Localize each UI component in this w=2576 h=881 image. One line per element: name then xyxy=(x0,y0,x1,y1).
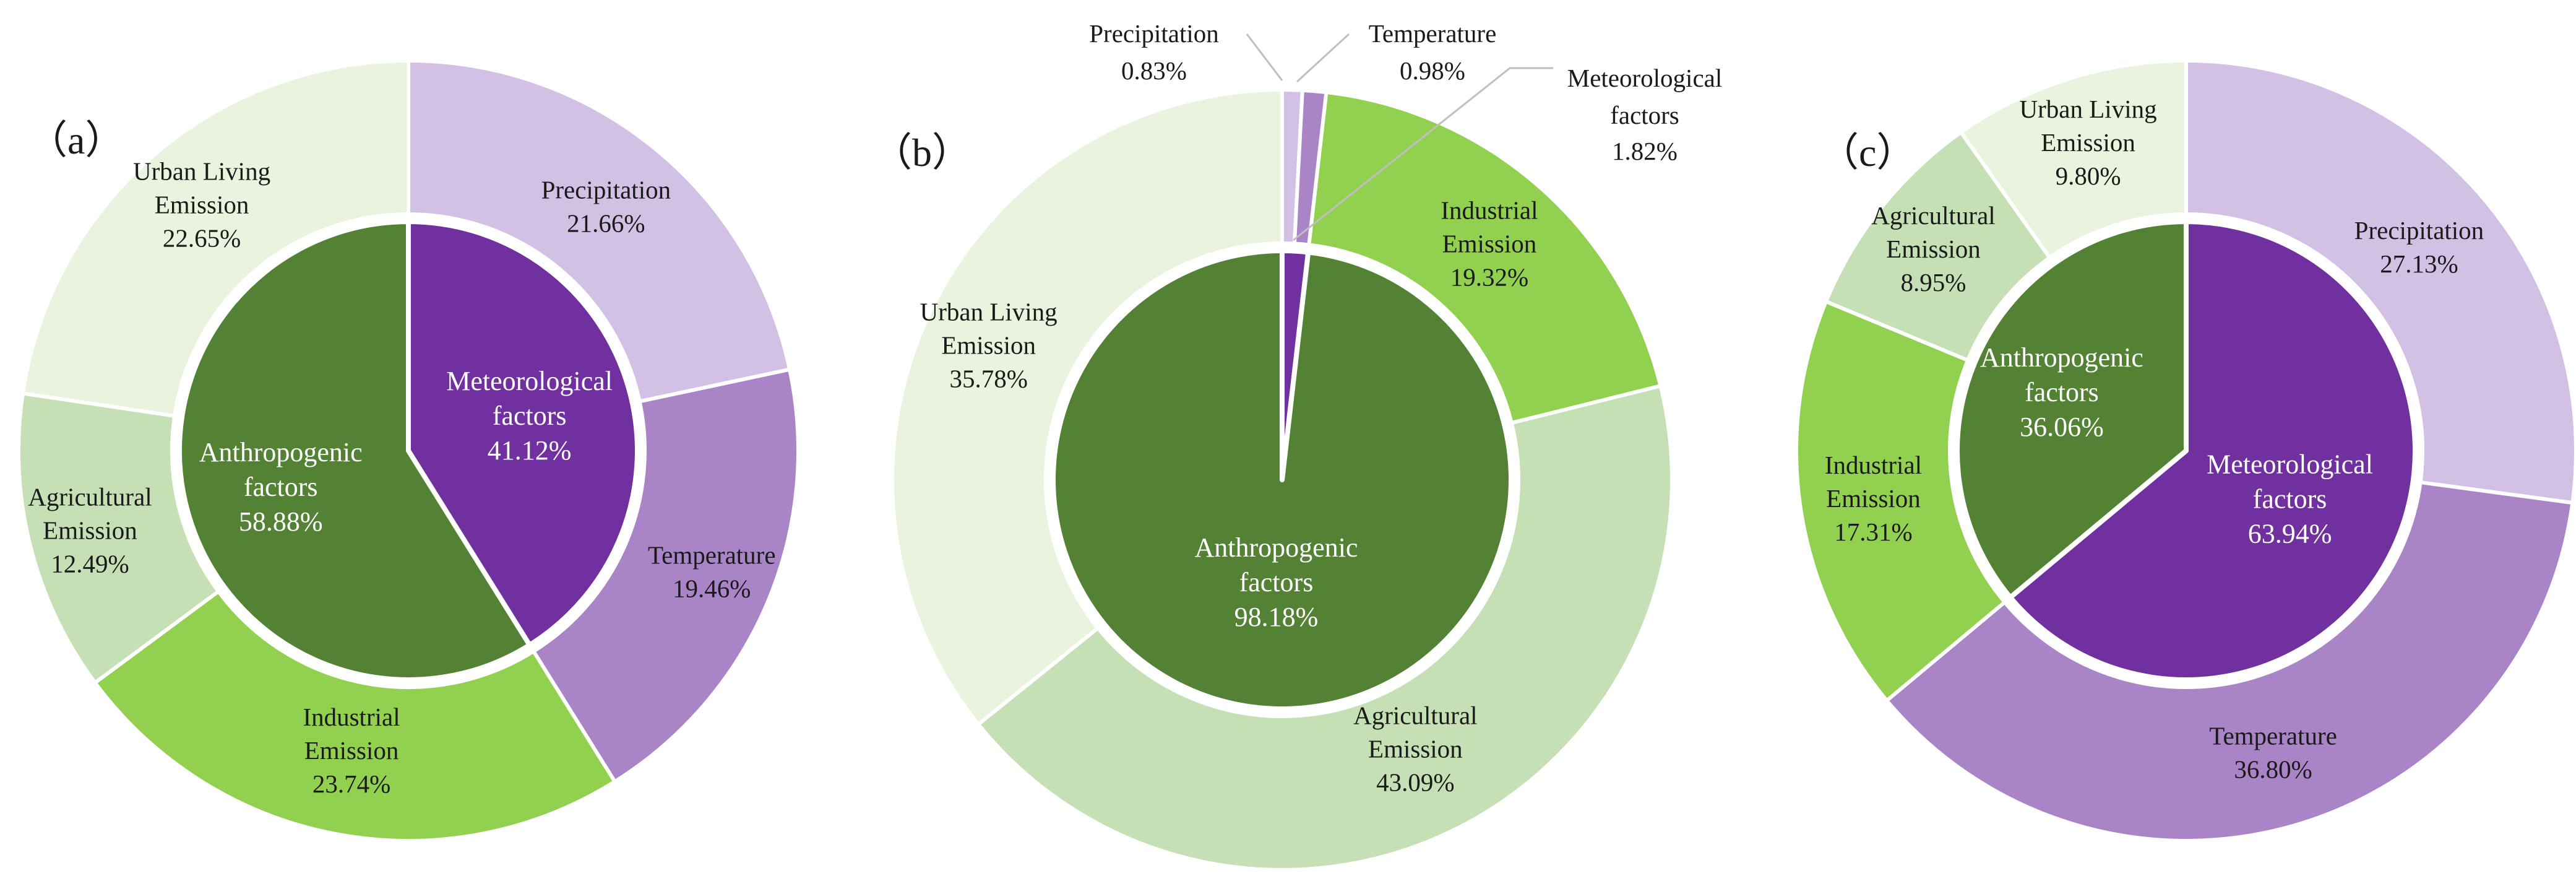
inner-slice-anthropogenic-factors-label-line: 58.88% xyxy=(239,506,323,537)
outer-slice-urban-living-emission xyxy=(890,87,1284,727)
inner-slice-anthropogenic-factors-label-line: factors xyxy=(1239,567,1314,597)
callout-leader-line xyxy=(1296,33,1350,83)
outer-slice-urban-living-emission xyxy=(20,58,410,419)
outer-slice-agricultural-emission-label-line: 8.95% xyxy=(1901,268,1966,297)
outer-slice-urban-living-emission-label-line: Urban Living xyxy=(2020,95,2157,123)
outer-slice-precipitation-label-line: 21.66% xyxy=(567,209,645,237)
donut-chart-c: Precipitation 27.13% Temperature 36.80% Indu… xyxy=(1794,58,2576,843)
outer-slice-industrial-emission-label-line: Industrial xyxy=(303,703,400,731)
outer-slice-agricultural-emission-label-line: Emission xyxy=(43,516,137,544)
inner-slice-meteorological-factors-label-line: 63.94% xyxy=(2248,518,2332,549)
outer-slice-urban-living-emission-label-line: Urban Living xyxy=(920,297,1058,326)
callout-temperature: Temperature 0.98% xyxy=(1296,19,1497,85)
outer-slice-urban-living-emission-label-line: Emission xyxy=(155,191,249,219)
inner-slice-meteorological-factors-label-line: Meteorological xyxy=(446,366,613,396)
inner-slice-anthropogenic-factors xyxy=(177,219,532,682)
inner-slice-anthropogenic-factors xyxy=(1051,248,1514,711)
outer-slice-industrial-emission-label-line: Emission xyxy=(1442,230,1537,258)
inner-slice-anthropogenic-factors-label-line: Anthropogenic xyxy=(199,437,363,467)
outer-slice-industrial-emission xyxy=(1307,90,1663,425)
outer-slice-precipitation-label-line: Precipitation xyxy=(541,175,671,204)
outer-slice-urban-living-emission-label-line: Emission xyxy=(2041,128,2135,157)
inner-slice-anthropogenic-factors-label-line: Anthropogenic xyxy=(1195,532,1358,563)
callout-label-line: 0.83% xyxy=(1121,56,1187,85)
callout-label-line: 0.98% xyxy=(1400,56,1465,85)
outer-slice-industrial-emission-label-line: Emission xyxy=(1826,484,1921,513)
inner-slice-meteorological-factors-label-line: 41.12% xyxy=(488,435,572,466)
inner-slice-meteorological-factors xyxy=(2007,219,2418,682)
callout-label-line: Meteorological xyxy=(1567,64,1722,92)
outer-slice-agricultural-emission xyxy=(975,383,1674,872)
inner-slice-anthropogenic-factors-label-line: factors xyxy=(244,472,318,502)
outer-slice-agricultural-emission-label-line: 12.49% xyxy=(51,549,129,578)
outer-slice-precipitation-label-line: Precipitation xyxy=(2354,216,2484,245)
donut-chart-a: Precipitation 21.66% Temperature 19.46% Indu… xyxy=(17,58,800,843)
inner-slice-meteorological-factors-label-line: Meteorological xyxy=(2207,449,2373,479)
outer-slice-temperature xyxy=(1884,480,2575,843)
inner-slice-anthropogenic-factors-label-line: factors xyxy=(2025,377,2099,407)
outer-slice-agricultural-emission-label-line: Agricultural xyxy=(1871,201,1995,230)
panel-label-c: （c） xyxy=(1819,131,1916,175)
outer-slice-agricultural-emission-label-line: Emission xyxy=(1886,235,1981,263)
inner-slice-meteorological-factors-label-line: factors xyxy=(2253,484,2327,514)
outer-slice-industrial-emission xyxy=(1794,299,2007,703)
outer-slice-urban-living-emission-label-line: 22.65% xyxy=(163,224,241,253)
outer-slice-precipitation xyxy=(407,58,792,404)
outer-slice-temperature-label-line: Temperature xyxy=(2209,722,2337,750)
inner-slice-anthropogenic-factors-label-line: 36.06% xyxy=(2020,412,2104,442)
outer-slice-industrial-emission xyxy=(92,589,618,843)
callout-leader-line xyxy=(1293,67,1553,241)
inner-slice-anthropogenic-factors-label-line: Anthropogenic xyxy=(1980,342,2143,373)
outer-slice-precipitation-label-line: 27.13% xyxy=(2380,250,2458,278)
donut-chart-b: Industrial Emission 19.32% Agricultural Emis… xyxy=(890,87,1674,872)
outer-slice-agricultural-emission-label-line: 43.09% xyxy=(1376,768,1454,796)
outer-slice-industrial-emission-label-line: 19.32% xyxy=(1450,263,1528,292)
outer-slice-urban-living-emission-label-line: 9.80% xyxy=(2056,162,2121,190)
inner-slice-anthropogenic-factors-label-line: 98.18% xyxy=(1234,602,1319,632)
outer-slice-industrial-emission-label-line: Industrial xyxy=(1825,451,1922,479)
outer-slice-temperature-label-line: Temperature xyxy=(648,540,776,569)
outer-slice-industrial-emission-label-line: Emission xyxy=(304,736,399,765)
panel-label-a: （a） xyxy=(28,118,124,162)
panel-label-b: （b） xyxy=(872,131,971,175)
outer-slice-urban-living-emission-label-line: 35.78% xyxy=(949,364,1027,393)
outer-slice-urban-living-emission-label-line: Urban Living xyxy=(133,157,270,186)
outer-slice-agricultural-emission-label-line: Agricultural xyxy=(28,482,152,511)
callout-label-line: Precipitation xyxy=(1089,19,1219,48)
outer-slice-agricultural-emission-label-line: Emission xyxy=(1368,734,1463,763)
outer-slice-urban-living-emission xyxy=(1958,58,2188,261)
outer-slice-industrial-emission-label-line: 23.74% xyxy=(312,770,390,798)
inner-slice-anthropogenic-factors xyxy=(1955,219,2189,600)
outer-slice-temperature-label-line: 19.46% xyxy=(673,574,751,602)
callout-leader-line xyxy=(1246,33,1283,81)
inner-slice-meteorological-factors-label-line: factors xyxy=(493,401,567,431)
outer-slice-temperature-label-line: 36.80% xyxy=(2234,755,2312,784)
outer-slice-agricultural-emission-label-line: Agricultural xyxy=(1353,701,1477,729)
callout-label-line: Temperature xyxy=(1369,19,1497,48)
outer-slice-agricultural-emission xyxy=(17,391,222,685)
callout-meteorological-factors: Meteorological factors 1.82% xyxy=(1293,64,1722,241)
outer-slice-industrial-emission-label-line: Industrial xyxy=(1441,196,1538,225)
outer-slice-industrial-emission-label-line: 17.31% xyxy=(1834,518,1912,546)
callout-label-line: 1.82% xyxy=(1612,137,1678,165)
outer-slice-temperature xyxy=(531,367,800,784)
callout-label-line: factors xyxy=(1610,101,1679,129)
callout-precipitation: Precipitation 0.83% xyxy=(1089,19,1283,85)
outer-slice-urban-living-emission-label-line: Emission xyxy=(941,331,1036,359)
